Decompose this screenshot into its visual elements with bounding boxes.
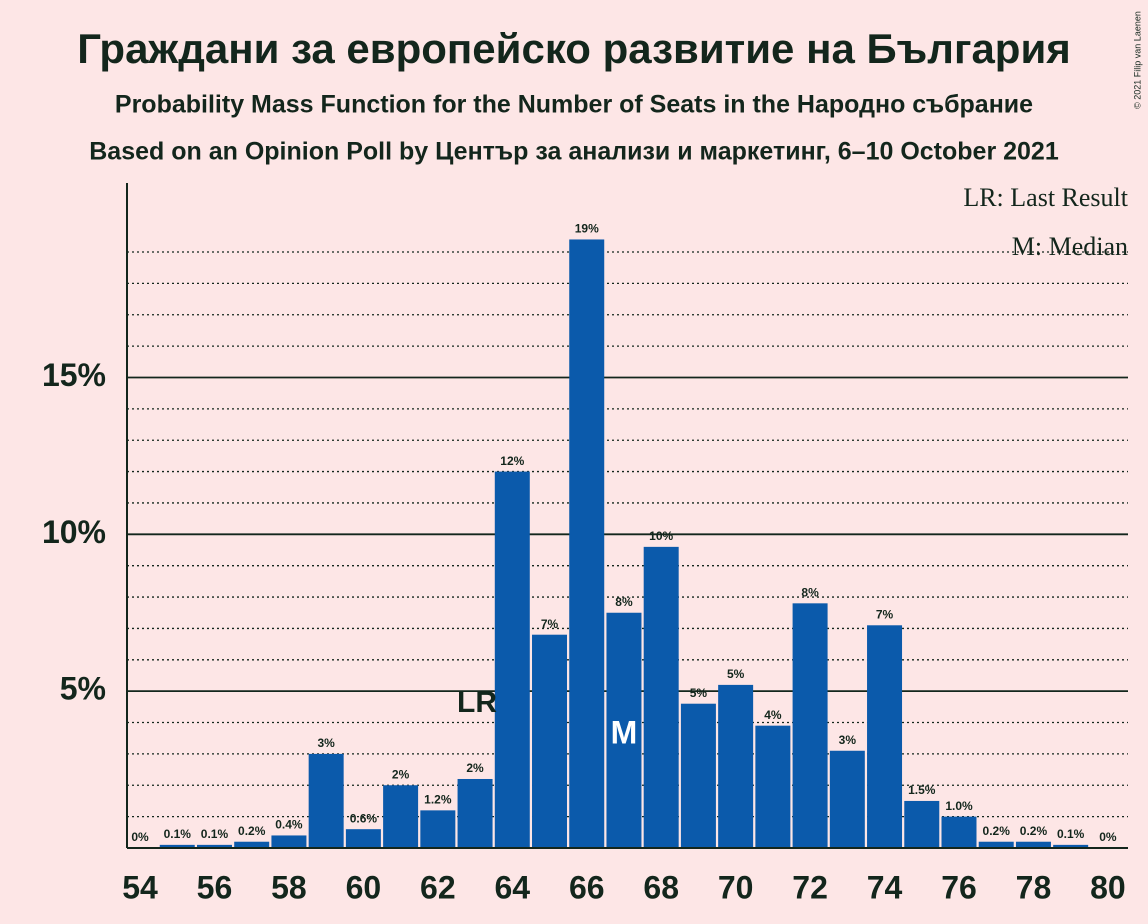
value-label: 3% [317, 736, 335, 750]
x-tick-label: 70 [718, 869, 754, 905]
x-tick-label: 80 [1090, 869, 1126, 905]
x-tick-label: 64 [494, 869, 530, 905]
annotation: M [611, 714, 638, 750]
value-label: 7% [541, 617, 559, 631]
bar [755, 725, 791, 848]
value-label: 0.2% [238, 824, 266, 838]
annotation: LR [457, 686, 497, 719]
value-label: 12% [500, 454, 524, 468]
bar [904, 800, 940, 848]
value-label: 0.4% [275, 818, 303, 832]
bar [234, 841, 270, 848]
x-tick-label: 58 [271, 869, 307, 905]
bar [606, 612, 642, 848]
value-label: 0.1% [1057, 827, 1085, 841]
bar [1053, 844, 1089, 848]
x-tick-label: 72 [792, 869, 828, 905]
bar [718, 684, 754, 848]
chart-title: Граждани за европейско развитие на Бълга… [77, 25, 1071, 72]
value-label: 7% [876, 607, 894, 621]
bar [941, 816, 977, 848]
value-label: 1.2% [424, 793, 452, 807]
bar [643, 546, 679, 848]
value-label: 0.2% [983, 824, 1011, 838]
bar [1015, 841, 1051, 848]
bar [345, 829, 381, 848]
bar [383, 785, 419, 848]
x-tick-label: 68 [643, 869, 679, 905]
value-label: 0.1% [201, 827, 229, 841]
x-tick-label: 66 [569, 869, 605, 905]
value-label: 10% [649, 529, 673, 543]
x-tick-label: 78 [1016, 869, 1052, 905]
bar [494, 471, 530, 848]
bar [867, 625, 903, 848]
value-label: 1.5% [908, 783, 936, 797]
bar [420, 810, 456, 848]
value-label: 1.0% [945, 799, 973, 813]
x-tick-label: 56 [197, 869, 233, 905]
bar [196, 844, 232, 848]
legend-entry: M: Median [1012, 232, 1128, 261]
x-tick-label: 74 [867, 869, 903, 905]
credit: © 2021 Filip van Laenen [1132, 11, 1142, 109]
value-label: 3% [839, 733, 857, 747]
bar [308, 753, 344, 848]
bar [829, 750, 865, 848]
value-label: 0% [1099, 830, 1117, 844]
bar [271, 835, 307, 848]
y-tick-label: 5% [60, 671, 106, 707]
bar [569, 239, 605, 848]
value-label: 0% [131, 830, 149, 844]
y-tick-label: 15% [42, 357, 106, 393]
value-label: 2% [392, 767, 410, 781]
legend-entry: LR: Last Result [963, 183, 1128, 212]
x-tick-label: 62 [420, 869, 456, 905]
y-tick-label: 10% [42, 514, 106, 550]
bar [457, 778, 493, 848]
x-tick-label: 76 [941, 869, 977, 905]
subtitle: Probability Mass Function for the Number… [115, 91, 1033, 119]
value-label: 0.2% [1020, 824, 1048, 838]
value-label: 8% [615, 595, 633, 609]
value-label: 5% [690, 686, 708, 700]
subtitle: Based on an Opinion Poll by Център за ан… [89, 138, 1059, 166]
bar [532, 634, 568, 848]
bar [159, 844, 195, 848]
value-label: 0.1% [164, 827, 192, 841]
value-label: 2% [466, 761, 484, 775]
x-tick-label: 54 [122, 869, 158, 905]
value-label: 0.6% [350, 811, 378, 825]
bar [792, 603, 828, 848]
x-tick-label: 60 [346, 869, 382, 905]
value-label: 8% [801, 586, 819, 600]
value-label: 4% [764, 708, 782, 722]
value-label: 19% [575, 222, 599, 236]
bar [680, 703, 716, 848]
value-label: 5% [727, 667, 745, 681]
bar [978, 841, 1014, 848]
